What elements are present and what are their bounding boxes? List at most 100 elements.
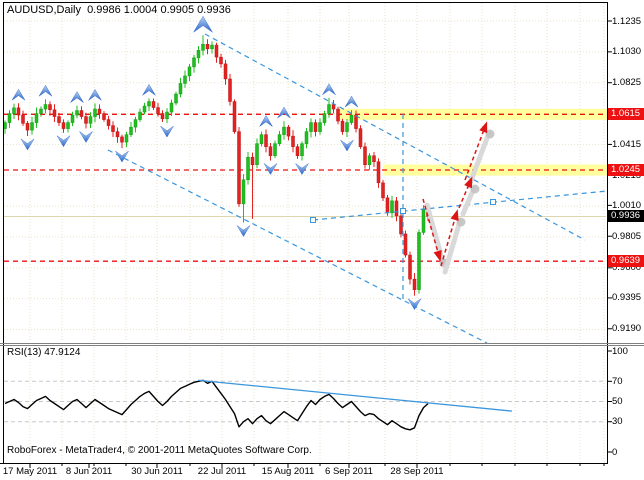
- candle-body: [165, 111, 169, 120]
- candle-body: [70, 114, 75, 123]
- fractal-up-icon: [193, 15, 213, 33]
- candle-body: [331, 104, 336, 110]
- fractal-down-icon: [263, 163, 278, 175]
- candle-body: [178, 83, 183, 95]
- candle-body: [30, 122, 34, 131]
- candle-body: [201, 44, 205, 51]
- candle-body: [79, 110, 84, 117]
- candle-body: [57, 116, 61, 123]
- level-price-badge: 1.0615: [608, 108, 644, 121]
- trendline-handle: [310, 217, 316, 223]
- fractal-up-icon: [88, 89, 102, 101]
- candle-body: [52, 109, 57, 117]
- projection-arrowhead: [433, 250, 442, 262]
- candle-body: [232, 101, 237, 132]
- candle-body: [255, 143, 259, 165]
- candle-body: [354, 114, 358, 129]
- candle-body: [286, 126, 291, 137]
- candle-body: [84, 116, 88, 124]
- projection-arrowhead: [464, 176, 473, 189]
- candle-body: [129, 126, 133, 135]
- projection-arrow-shadow-blob: [485, 129, 495, 139]
- fractal-down-icon: [160, 125, 174, 138]
- candle-body: [124, 134, 129, 143]
- candle-body: [268, 146, 273, 156]
- candle-body: [273, 143, 277, 156]
- candle-body: [115, 131, 120, 138]
- candle-body: [39, 108, 43, 114]
- fractal-up-icon: [344, 95, 359, 108]
- fractal-down-icon: [407, 298, 422, 311]
- candle-body: [408, 254, 412, 280]
- candle-body: [367, 155, 372, 165]
- candle-body: [300, 143, 304, 156]
- rsi-axis-label: 100: [612, 345, 628, 357]
- candle-body: [412, 278, 417, 290]
- date-axis-label: 8 Jun 2011: [65, 466, 113, 477]
- fractal-down-icon: [79, 131, 93, 143]
- candle-body: [264, 134, 268, 147]
- date-axis-label: 30 Jun 2011: [131, 466, 183, 477]
- candle-body: [151, 101, 156, 108]
- candle-body: [48, 104, 52, 111]
- candle-body: [237, 131, 241, 205]
- candle-body: [88, 116, 93, 124]
- candle-body: [120, 136, 124, 143]
- candle-body: [160, 113, 165, 120]
- projection-arrow-shadow-blob: [470, 184, 480, 194]
- candle-body: [169, 102, 174, 113]
- level-price-badge: 0.9639: [608, 255, 644, 268]
- candle-body: [417, 232, 421, 290]
- candle-body: [259, 134, 264, 144]
- rsi-axis-label: 50: [612, 396, 623, 407]
- candle-body: [381, 182, 385, 199]
- candle-body: [295, 146, 300, 156]
- price-axis-label: 0.9395: [612, 292, 642, 304]
- projection-arrowhead: [450, 209, 459, 221]
- price-axis-label: 1.0825: [612, 77, 642, 89]
- projection-arrow-shadow: [466, 130, 492, 189]
- fractal-up-icon: [11, 88, 26, 101]
- candle-body: [21, 114, 25, 124]
- price-axis-label: 0.9190: [612, 323, 642, 335]
- candle-body: [102, 113, 106, 120]
- candle-body: [187, 66, 192, 77]
- candle-body: [277, 134, 282, 144]
- candle-body: [349, 114, 354, 123]
- candle-body: [291, 135, 295, 147]
- candle-body: [93, 108, 97, 117]
- date-axis-label: 15 Aug 2011: [261, 466, 315, 477]
- candle-body: [358, 128, 363, 147]
- candle-body: [246, 156, 250, 181]
- price-axis-label: 0.9600: [612, 262, 642, 274]
- trendline-handle: [400, 208, 406, 214]
- candle-body: [133, 119, 138, 128]
- candle-body: [318, 122, 322, 132]
- candle-body: [403, 233, 408, 256]
- price-axis-label: 1.1235: [612, 15, 642, 27]
- date-axis-label: 6 Sep 2011: [325, 466, 373, 477]
- candle-body: [363, 146, 367, 165]
- fractal-up-icon: [70, 91, 84, 103]
- price-axis-label: 1.0415: [612, 138, 642, 150]
- current-price-badge: 0.9936: [608, 210, 644, 223]
- candle-body: [304, 131, 309, 144]
- fractal-up-icon: [259, 115, 273, 127]
- candle-body: [61, 122, 66, 129]
- projection-arrow-shadow: [442, 218, 463, 275]
- candle-body: [394, 200, 399, 217]
- date-axis-label: 17 May 2011: [2, 466, 58, 477]
- candle-body: [282, 126, 286, 135]
- candle-body: [219, 56, 223, 65]
- trendline-upper-channel: [204, 33, 586, 241]
- candle-body: [228, 78, 232, 102]
- projection-arrow-line: [440, 218, 456, 267]
- price-axis-label: 1.0010: [612, 199, 642, 211]
- price-axis-label: 0.9805: [612, 230, 642, 242]
- candle-body: [43, 104, 48, 110]
- candle-body: [97, 108, 102, 114]
- projection-arrow-shadow-blob: [456, 217, 466, 227]
- level-price-badge: 1.0245: [608, 163, 644, 176]
- fractal-up-icon: [322, 83, 336, 95]
